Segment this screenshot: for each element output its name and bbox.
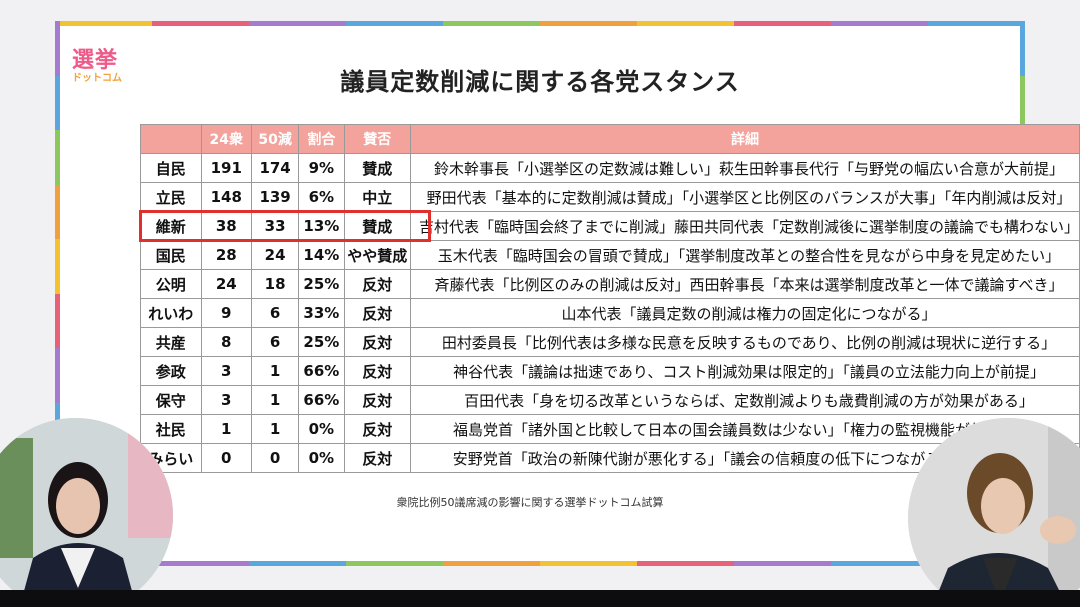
ratio-cell: 66% (298, 385, 345, 415)
table-row: 国民 28 24 14% やや賛成 玉木代表「臨時国会の冒頭で賛成」「選挙制度改革との整合… (140, 240, 1080, 270)
ratio-cell: 6% (298, 182, 345, 212)
stance-cell: 賛成 (343, 211, 411, 241)
stance-cell: 反対 (343, 414, 411, 444)
ratio-cell: 9% (298, 153, 345, 183)
party-cell: 維新 (140, 211, 202, 241)
party-cell: れいわ (140, 298, 202, 328)
header-seats: 24衆 (200, 124, 253, 154)
seats-cell: 191 (200, 153, 253, 183)
party-cell: 参政 (140, 356, 202, 386)
logo-sub-text: ドットコム (72, 73, 122, 84)
ratio-cell: 66% (298, 356, 345, 386)
reduced-seats-cell: 33 (251, 211, 300, 241)
reduced-seats-cell: 1 (251, 385, 300, 415)
reduced-seats-cell: 6 (251, 298, 300, 328)
seats-cell: 24 (200, 269, 253, 299)
table-row: 社民 1 1 0% 反対 福島党首「諸外国と比較して日本の国会議員数は少ない」「権力の監視… (140, 414, 1080, 444)
stance-cell: 反対 (343, 385, 411, 415)
table-header-row: 24衆 50減 割合 賛否 詳細 (140, 124, 1080, 154)
reduced-seats-cell: 18 (251, 269, 300, 299)
table-row: 参政 3 1 66% 反対 神谷代表「議論は拙速であり、コスト削減効果は限定的」「議員の立… (140, 356, 1080, 386)
seats-cell: 9 (200, 298, 253, 328)
seats-cell: 3 (200, 385, 253, 415)
party-cell: 社民 (140, 414, 202, 444)
detail-cell: 吉村代表「臨時国会終了までに削減」藤田共同代表「定数削減後に選挙制度の議論でも構… (409, 211, 1080, 241)
detail-cell: 鈴木幹事長「小選挙区の定数減は難しい」萩生田幹事長代行「与野党の幅広い合意が大前… (409, 153, 1080, 183)
detail-cell: 神谷代表「議論は拙速であり、コスト削減効果は限定的」「議員の立法能力向上が前提」 (409, 356, 1080, 386)
ratio-cell: 25% (298, 327, 345, 357)
reduced-seats-cell: 24 (251, 240, 300, 270)
detail-cell: 山本代表「議員定数の削減は権力の固定化につながる」 (409, 298, 1080, 328)
party-cell: 自民 (140, 153, 202, 183)
highlight-box-ishin (139, 210, 431, 242)
seats-cell: 3 (200, 356, 253, 386)
ratio-cell: 14% (298, 240, 345, 270)
ratio-cell: 0% (298, 414, 345, 444)
seats-cell: 1 (200, 414, 253, 444)
seats-cell: 148 (200, 182, 253, 212)
header-ratio: 割合 (298, 124, 345, 154)
detail-cell: 斉藤代表「比例区のみの削減は反対」西田幹事長「本来は選挙制度改革と一体で議論すべ… (409, 269, 1080, 299)
reduced-seats-cell: 174 (251, 153, 300, 183)
table-row: 立民 148 139 6% 中立 野田代表「基本的に定数削減は賛成」「小選挙区と比例区のバ… (140, 182, 1080, 212)
detail-cell: 百田代表「身を切る改革というならば、定数削減よりも歳費削減の方が効果がある」 (409, 385, 1080, 415)
header-stance: 賛否 (343, 124, 411, 154)
party-cell: 公明 (140, 269, 202, 299)
video-bottom-strip (0, 590, 1080, 607)
stance-cell: やや賛成 (343, 240, 411, 270)
ratio-cell: 25% (298, 269, 345, 299)
party-stance-table: 24衆 50減 割合 賛否 詳細 自民 191 174 9% 賛成 鈴木幹事長「小選挙区の… (140, 124, 1080, 473)
header-detail: 詳細 (409, 124, 1080, 154)
party-cell: 共産 (140, 327, 202, 357)
party-cell: 保守 (140, 385, 202, 415)
logo-main-text: 選挙 (72, 48, 119, 73)
header-party (140, 124, 202, 154)
reduced-seats-cell: 1 (251, 414, 300, 444)
header-reduced: 50減 (251, 124, 300, 154)
senkyo-dotcom-logo: 選挙 ドットコム (70, 42, 132, 90)
detail-cell: 野田代表「基本的に定数削減は賛成」「小選挙区と比例区のバランスが大事」「年内削減… (409, 182, 1080, 212)
seats-cell: 28 (200, 240, 253, 270)
table-row: れいわ 9 6 33% 反対 山本代表「議員定数の削減は権力の固定化につながる」 (140, 298, 1080, 328)
source-caption: 衆院比例50議席減の影響に関する選挙ドットコム試算 (396, 496, 664, 509)
reduced-seats-cell: 1 (251, 356, 300, 386)
ratio-cell: 13% (298, 211, 345, 241)
reduced-seats-cell: 139 (251, 182, 300, 212)
decorative-color-bar-top (55, 21, 1025, 26)
table-row: 自民 191 174 9% 賛成 鈴木幹事長「小選挙区の定数減は難しい」萩生田幹事長代行「… (140, 153, 1080, 183)
stance-cell: 反対 (343, 298, 411, 328)
slide-title: 議員定数削減に関する各党スタンス (340, 68, 740, 96)
ratio-cell: 0% (298, 443, 345, 473)
table-row: 保守 3 1 66% 反対 百田代表「身を切る改革というならば、定数削減よりも歳費削減の方… (140, 385, 1080, 415)
table-row: 共産 8 6 25% 反対 田村委員長「比例代表は多様な民意を反映するものであり、比例の削… (140, 327, 1080, 357)
stance-cell: 反対 (343, 269, 411, 299)
reduced-seats-cell: 0 (251, 443, 300, 473)
stance-cell: 反対 (343, 356, 411, 386)
seats-cell: 0 (200, 443, 253, 473)
table-row: 維新 38 33 13% 賛成 吉村代表「臨時国会終了までに削減」藤田共同代表「定数削減後… (140, 211, 1080, 241)
seats-cell: 38 (200, 211, 253, 241)
stance-cell: 反対 (343, 443, 411, 473)
ratio-cell: 33% (298, 298, 345, 328)
detail-cell: 玉木代表「臨時国会の冒頭で賛成」「選挙制度改革との整合性を見ながら中身を見定めた… (409, 240, 1080, 270)
reduced-seats-cell: 6 (251, 327, 300, 357)
stance-cell: 反対 (343, 327, 411, 357)
party-cell: 国民 (140, 240, 202, 270)
stance-cell: 中立 (343, 182, 411, 212)
table-row: 公明 24 18 25% 反対 斉藤代表「比例区のみの削減は反対」西田幹事長「本来は選挙制… (140, 269, 1080, 299)
stance-cell: 賛成 (343, 153, 411, 183)
presenter-video-right (908, 418, 1080, 607)
party-cell: 立民 (140, 182, 202, 212)
seats-cell: 8 (200, 327, 253, 357)
decorative-color-bar-bottom (55, 561, 1025, 566)
detail-cell: 田村委員長「比例代表は多様な民意を反映するものであり、比例の削減は現状に逆行する… (409, 327, 1080, 357)
